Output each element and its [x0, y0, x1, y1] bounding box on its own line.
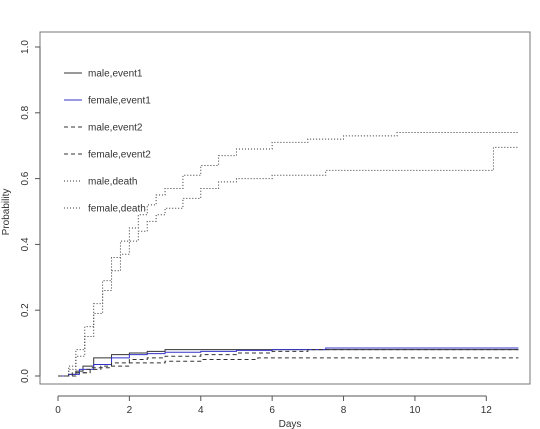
x-tick-label: 10	[409, 405, 421, 416]
x-tick-label: 4	[198, 405, 204, 416]
series-line-1	[58, 347, 519, 377]
x-axis-ticks: 0 2 4 6 8 10 12	[55, 396, 492, 416]
y-tick-label: 0.0	[20, 369, 31, 383]
series-line-4	[58, 132, 519, 377]
x-tick-label: 6	[269, 405, 275, 416]
x-tick-label: 8	[341, 405, 347, 416]
series-layer	[58, 132, 519, 377]
legend-label: male,death	[88, 177, 137, 188]
legend: male,event1 female,event1 male,event2 femal…	[64, 69, 151, 215]
y-tick-label: 0.6	[20, 171, 31, 185]
y-tick-label: 1.0	[20, 40, 31, 54]
series-line-0	[58, 349, 519, 377]
x-tick-label: 12	[481, 405, 493, 416]
series-line-2	[58, 357, 519, 377]
series-line-5	[58, 146, 519, 377]
x-tick-label: 0	[55, 405, 61, 416]
series-line-3	[58, 349, 519, 377]
legend-label: female,event1	[88, 96, 151, 107]
legend-label: male,event1	[88, 69, 143, 80]
legend-label: female,event2	[88, 150, 151, 161]
x-axis-label: Days	[279, 419, 302, 429]
x-tick-label: 2	[127, 405, 133, 416]
legend-label: male,event2	[88, 123, 143, 134]
legend-label: female,death	[88, 204, 146, 215]
y-tick-label: 0.8	[20, 105, 31, 119]
y-tick-label: 0.2	[20, 303, 31, 317]
y-tick-label: 0.4	[20, 237, 31, 251]
y-axis-ticks: 0.0 0.2 0.4 0.6 0.8 1.0	[20, 40, 40, 383]
y-axis-label: Probability	[1, 189, 12, 236]
